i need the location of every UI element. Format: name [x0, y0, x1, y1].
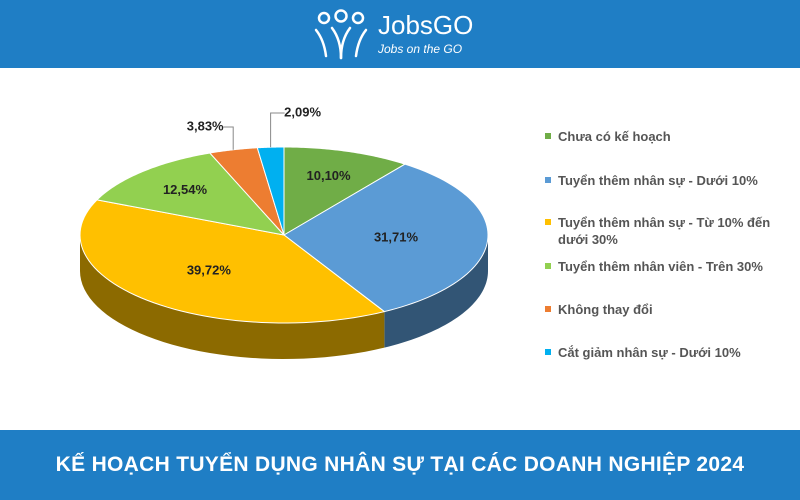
legend-swatch: [545, 306, 551, 312]
slice: [95, 152, 286, 236]
legend-item: Tuyển thêm nhân sự - Dưới 10%: [545, 172, 790, 189]
legend: Chưa có kế hoạch Tuyển thêm nhân sự - Dướ…: [545, 128, 790, 361]
data-label: 39,72%: [187, 262, 232, 277]
data-label: 10,10%: [307, 168, 352, 183]
data-label: 12,54%: [163, 182, 208, 197]
legend-swatch: [545, 177, 551, 183]
legend-label: Không thay đổi: [558, 302, 653, 317]
tagline: Jobs on the GO: [378, 42, 463, 56]
brand: JobsGO: [378, 10, 474, 40]
chart-title: KẾ HOẠCH TUYỂN DỤNG NHÂN SỰ TẠI CÁC DOAN…: [55, 453, 745, 476]
legend-item: Cắt giảm nhân sự - Dưới 10%: [545, 344, 790, 361]
header-bar: JobsGO Jobs on the GO: [0, 0, 800, 68]
legend-label: Tuyển thêm nhân viên - Trên 30%: [558, 259, 763, 274]
legend-swatch: [545, 349, 551, 355]
legend-item: Không thay đổi: [545, 301, 790, 318]
chart: 10,10% 31,71% 39,72% 12,54% 3,83% 2,09%: [79, 104, 489, 359]
legend-label: Tuyển thêm nhân sự - Từ 10% đến dưới 30%: [558, 215, 771, 247]
data-label: 2,09%: [284, 104, 321, 119]
legend-label: Tuyển thêm nhân sự - Dưới 10%: [558, 173, 758, 188]
logo-icon: [314, 9, 368, 60]
slice: [283, 163, 489, 313]
legend-label: Cắt giảm nhân sự - Dưới 10%: [558, 345, 741, 360]
legend-item: Tuyển thêm nhân viên - Trên 30%: [545, 258, 790, 275]
leader-line: [223, 126, 234, 150]
slice-side: [80, 235, 385, 359]
legend-item: Chưa có kế hoạch: [545, 128, 790, 145]
data-label: 31,71%: [374, 229, 419, 244]
legend-label: Chưa có kế hoạch: [558, 129, 671, 144]
legend-swatch: [545, 263, 551, 269]
legend-item: Tuyển thêm nhân sự - Từ 10% đến dưới 30%: [545, 214, 790, 248]
footer-bar: KẾ HOẠCH TUYỂN DỤNG NHÂN SỰ TẠI CÁC DOAN…: [0, 430, 800, 500]
data-label: 3,83%: [187, 118, 224, 133]
slice: [79, 199, 386, 324]
leader-line: [270, 112, 285, 148]
slice: [283, 146, 407, 236]
slice: [256, 146, 285, 236]
slice-side: [384, 235, 488, 348]
legend-swatch: [545, 219, 551, 225]
legend-swatch: [545, 133, 551, 139]
